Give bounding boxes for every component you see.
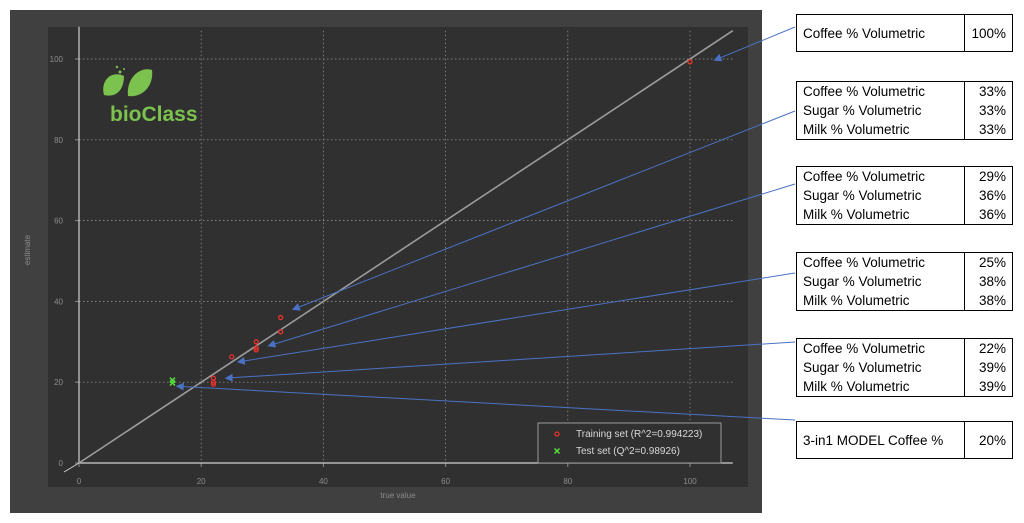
logo-dot [115, 65, 119, 69]
y-tick-label: 60 [54, 217, 63, 226]
x-tick-label: 20 [197, 477, 206, 486]
training-point [253, 345, 259, 351]
training-point [253, 339, 259, 345]
logo-leaf-left-icon [103, 74, 124, 96]
legend-marker-training [554, 431, 560, 437]
annotation-table: Coffee % Volumetric 25% Sugar % Volumetric… [796, 252, 1013, 311]
annotation-value: 20% [964, 421, 1013, 459]
annotation-key: Milk % Volumetric [796, 377, 965, 397]
legend-box [537, 422, 722, 464]
annotation-table: Coffee % Volumetric 22% Sugar % Volumetric… [796, 338, 1013, 397]
annotation-key: Milk % Volumetric [796, 291, 965, 311]
annotation-key: Milk % Volumetric [796, 120, 965, 140]
logo-leaf-right-icon [127, 69, 153, 97]
training-point [687, 59, 693, 65]
training-point [210, 379, 217, 385]
annotation-arrow [175, 382, 796, 421]
x-tick-label: 100 [683, 477, 697, 486]
plot-area [48, 27, 748, 487]
annotation-row: Coffee % Volumetric 33% [796, 81, 1013, 101]
annotation-key: Coffee % Volumetric [796, 81, 965, 101]
y-tick-label: 0 [59, 459, 64, 468]
annotation-row: Sugar % Volumetric 38% [796, 272, 1013, 291]
training-point [277, 329, 284, 335]
legend-marker-test [553, 447, 561, 455]
y-tick-label: 80 [54, 136, 63, 145]
annotation-row: Coffee % Volumetric 22% [796, 338, 1013, 358]
logo-dot [123, 68, 125, 70]
annotation-value: 33% [964, 81, 1013, 101]
annotation-value: 33% [964, 101, 1013, 120]
x-tick-label: 40 [319, 477, 328, 486]
annotation-value: 36% [964, 186, 1013, 205]
bioclass-logo: bioClass [103, 65, 198, 126]
annotation-table: Coffee % Volumetric 29% Sugar % Volumetric… [796, 166, 1013, 225]
annotation-arrow [291, 110, 796, 311]
annotation-value: 38% [964, 291, 1013, 311]
annotation-key: Sugar % Volumetric [796, 272, 965, 291]
training-point [210, 381, 217, 387]
annotation-table: Coffee % Volumetric 33% Sugar % Volumetric… [796, 81, 1013, 140]
annotation-row: Coffee % Volumetric 25% [796, 252, 1013, 272]
legend: Training set (R^2=0.994223) Test set (Q^2… [537, 422, 722, 464]
legend-label: Training set (R^2=0.994223) [576, 429, 702, 440]
annotation-row: Milk % Volumetric 38% [796, 291, 1013, 311]
data-marks [78, 30, 734, 464]
annotation-row: Coffee % Volumetric 29% [796, 166, 1013, 186]
annotation-arrow [224, 341, 796, 382]
annotation-key: Coffee % Volumetric [796, 338, 965, 358]
annotation-row: Sugar % Volumetric 39% [796, 358, 1013, 377]
x-tick-label: 0 [77, 477, 82, 486]
x-tick-label: 80 [563, 477, 572, 486]
annotation-key: Coffee % Volumetric [796, 14, 965, 52]
annotation-key: Sugar % Volumetric [796, 186, 965, 205]
annotation-value: 36% [964, 205, 1013, 225]
x-tick-label: 60 [441, 477, 450, 486]
annotation-arrow [713, 26, 796, 62]
training-point [277, 314, 284, 321]
reference-diagonal-line [78, 30, 734, 464]
annotation-key: Coffee % Volumetric [796, 166, 965, 186]
annotation-value: 100% [964, 14, 1013, 52]
annotation-value: 33% [964, 120, 1013, 140]
annotation-value: 39% [964, 358, 1013, 377]
annotation-arrows [175, 26, 796, 421]
annotation-value: 38% [964, 272, 1013, 291]
training-point [229, 354, 235, 360]
y-axis-label: estimate [23, 234, 32, 265]
annotation-key: Sugar % Volumetric [796, 358, 965, 377]
grid-lines [79, 30, 733, 463]
y-tick-label: 100 [50, 55, 64, 64]
annotation-arrow [236, 272, 796, 365]
x-axis-label: true value [380, 491, 416, 500]
test-point [169, 379, 176, 387]
annotation-row: Coffee % Volumetric 100% [796, 14, 1013, 52]
logo-text: bioClass [110, 103, 198, 126]
annotation-table: Coffee % Volumetric 100% [796, 14, 1013, 52]
annotation-row: Milk % Volumetric 39% [796, 377, 1013, 397]
annotation-table: 3-in1 MODEL Coffee % 20% [796, 421, 1013, 459]
axis-corner [63, 462, 80, 473]
annotation-row: Sugar % Volumetric 36% [796, 186, 1013, 205]
logo-dot [118, 70, 122, 74]
y-tick-label: 20 [54, 378, 63, 387]
annotation-value: 22% [964, 338, 1013, 358]
annotation-key: Coffee % Volumetric [796, 252, 965, 272]
annotation-value: 25% [964, 252, 1013, 272]
annotation-value: 39% [964, 377, 1013, 397]
legend-label: Test set (Q^2=0.98926) [576, 446, 680, 457]
annotation-key: Sugar % Volumetric [796, 101, 965, 120]
y-tick-label: 40 [54, 297, 63, 306]
annotation-arrow [267, 183, 796, 348]
annotation-key: Milk % Volumetric [796, 205, 965, 225]
annotation-value: 29% [964, 166, 1013, 186]
annotation-row: Sugar % Volumetric 33% [796, 101, 1013, 120]
annotation-row: Milk % Volumetric 36% [796, 205, 1013, 225]
annotation-row: Milk % Volumetric 33% [796, 120, 1013, 140]
training-point [253, 347, 259, 353]
annotation-row: 3-in1 MODEL Coffee % 20% [796, 421, 1013, 459]
annotation-key: 3-in1 MODEL Coffee % [796, 421, 965, 459]
